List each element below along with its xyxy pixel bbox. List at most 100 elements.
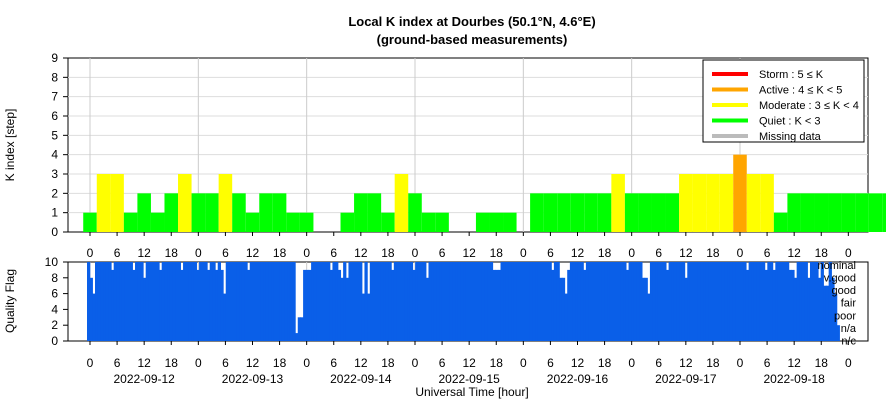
q-bar — [295, 333, 299, 341]
q-bar — [119, 262, 123, 341]
q-bar — [567, 269, 571, 341]
q-bar — [289, 262, 294, 341]
q-x-tick-label: 18 — [706, 356, 720, 370]
k-bar — [164, 193, 179, 232]
q-bar — [649, 262, 654, 341]
k-x-tick-label: 0 — [303, 246, 310, 260]
q-x-tick-label: 12 — [462, 356, 476, 370]
q-bar — [153, 262, 157, 341]
q-bar — [825, 285, 830, 341]
q-bar — [345, 277, 350, 341]
k-bar — [178, 174, 192, 232]
k-y-tick-label: 4 — [51, 148, 58, 162]
q-bar — [807, 277, 811, 341]
q-bar — [484, 262, 488, 341]
k-bar — [191, 193, 206, 232]
q-x-tick-label: 18 — [381, 356, 395, 370]
q-bar — [660, 262, 664, 341]
q-bar — [599, 262, 603, 341]
q-bar — [623, 262, 627, 341]
q-bar — [479, 262, 483, 341]
q-bar — [332, 262, 336, 341]
q-bar — [585, 262, 590, 341]
k-bar — [624, 193, 639, 232]
legend-label: Missing data — [759, 131, 822, 143]
q-y-axis: 0 2 46 8 10 — [45, 255, 68, 348]
q-bar — [193, 262, 197, 341]
q-x-tick-label: 6 — [330, 356, 337, 370]
k-bar — [150, 212, 165, 232]
k-y-axis-label: K index [step] — [3, 109, 17, 182]
k-bar — [773, 212, 788, 232]
q-bar — [108, 262, 112, 341]
q-bar — [249, 262, 254, 341]
q-bar — [265, 262, 270, 341]
k-bar — [597, 193, 612, 232]
q-bar — [425, 277, 430, 341]
k-x-tick-label: 0 — [628, 246, 635, 260]
q-bar — [572, 262, 576, 341]
q-bar — [255, 262, 259, 341]
q-bar — [596, 262, 600, 341]
q-bar — [532, 262, 536, 341]
q-bar — [225, 262, 229, 341]
q-bar — [543, 262, 547, 341]
k-bar — [828, 193, 842, 232]
q-bar — [276, 262, 280, 341]
k-bar — [746, 174, 761, 232]
q-bar — [497, 269, 502, 341]
q-x-tick-label: 6 — [764, 356, 771, 370]
legend-label: Storm : 5 ≤ K — [759, 69, 824, 81]
k-bar — [299, 212, 314, 232]
q-bar — [721, 262, 726, 341]
q-bar — [663, 262, 667, 341]
k-y-tick-label: 9 — [51, 51, 58, 65]
k-bar — [218, 174, 233, 232]
k-bar — [800, 193, 815, 232]
k-bar — [787, 193, 801, 232]
k-bar — [719, 174, 734, 232]
q-bar — [513, 262, 518, 341]
k-bar — [394, 174, 409, 232]
q-bar — [521, 262, 526, 341]
q-bar — [799, 262, 803, 341]
k-bar — [381, 212, 395, 232]
q-bar — [201, 262, 205, 341]
q-bar — [631, 262, 635, 341]
k-x-tick-label: 18 — [706, 246, 720, 260]
k-bar — [651, 193, 666, 232]
q-bar — [116, 262, 120, 341]
q-bar — [793, 277, 798, 341]
q-bar — [281, 262, 286, 341]
q-bar — [151, 262, 155, 341]
q-bar — [796, 262, 800, 341]
q-bar — [836, 325, 840, 341]
k-x-tick-label: 0 — [195, 246, 202, 260]
q-bar — [175, 262, 179, 341]
q-bar — [305, 269, 310, 341]
k-bar — [340, 212, 355, 232]
k-x-tick-label: 0 — [845, 246, 852, 260]
q-bar — [612, 262, 616, 341]
q-bar — [140, 262, 144, 341]
k-bar — [83, 212, 97, 232]
q-bar — [412, 269, 416, 341]
q-x-tick-label: 6 — [439, 356, 446, 370]
k-x-tick-label: 6 — [764, 246, 771, 260]
q-bar — [241, 262, 246, 341]
k-y-tick-label: 3 — [51, 167, 58, 181]
q-bar — [665, 269, 670, 341]
k-x-tick-label: 0 — [737, 246, 744, 260]
q-bar — [564, 293, 568, 341]
q-bar — [391, 269, 395, 341]
q-bar — [428, 262, 432, 341]
q-bar — [516, 262, 520, 341]
q-bar — [89, 277, 93, 341]
q-bar — [583, 269, 587, 341]
q-x-tick-label: 0 — [412, 356, 419, 370]
k-x-tick-label: 6 — [439, 246, 446, 260]
q-bar — [447, 262, 451, 341]
k-x-tick-label: 0 — [87, 246, 94, 260]
q-bar — [367, 293, 371, 341]
